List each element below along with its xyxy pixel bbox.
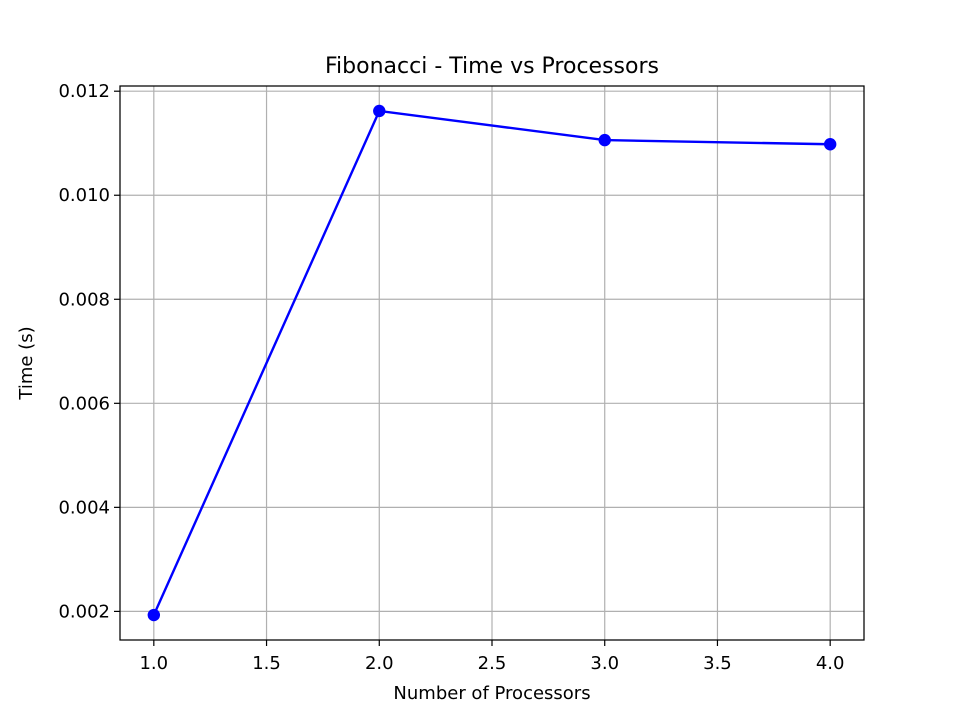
x-tick-label: 2.0 bbox=[365, 653, 394, 674]
x-tick-label: 4.0 bbox=[816, 653, 845, 674]
y-axis: 0.002 0.004 0.006 0.008 0.010 0.012 bbox=[58, 81, 120, 622]
y-tick-label: 0.012 bbox=[58, 81, 110, 102]
chart-title: Fibonacci - Time vs Processors bbox=[325, 54, 659, 79]
x-tick-label: 2.5 bbox=[478, 653, 507, 674]
y-tick-label: 0.006 bbox=[58, 393, 110, 414]
series-line bbox=[152, 109, 831, 616]
data-series bbox=[147, 104, 837, 622]
x-tick-label: 3.5 bbox=[703, 653, 732, 674]
x-tick-label: 1.5 bbox=[252, 653, 281, 674]
y-gridlines bbox=[120, 90, 864, 612]
x-tick-label: 1.0 bbox=[139, 653, 168, 674]
plot-area bbox=[119, 85, 865, 641]
x-gridlines bbox=[153, 86, 831, 640]
y-axis-title: Time (s) bbox=[16, 326, 37, 400]
x-axis: 1.0 1.5 2.0 2.5 3.0 3.5 4.0 bbox=[139, 640, 845, 674]
data-point bbox=[147, 608, 161, 622]
y-tick-label: 0.008 bbox=[58, 289, 110, 310]
y-tick-label: 0.002 bbox=[58, 601, 110, 622]
data-point bbox=[823, 138, 837, 151]
y-tick-label: 0.010 bbox=[58, 185, 110, 206]
data-point bbox=[598, 133, 611, 147]
x-axis-title: Number of Processors bbox=[393, 683, 590, 704]
x-tick-label: 3.0 bbox=[590, 653, 619, 674]
data-point bbox=[373, 104, 386, 118]
y-tick-label: 0.004 bbox=[58, 497, 110, 518]
